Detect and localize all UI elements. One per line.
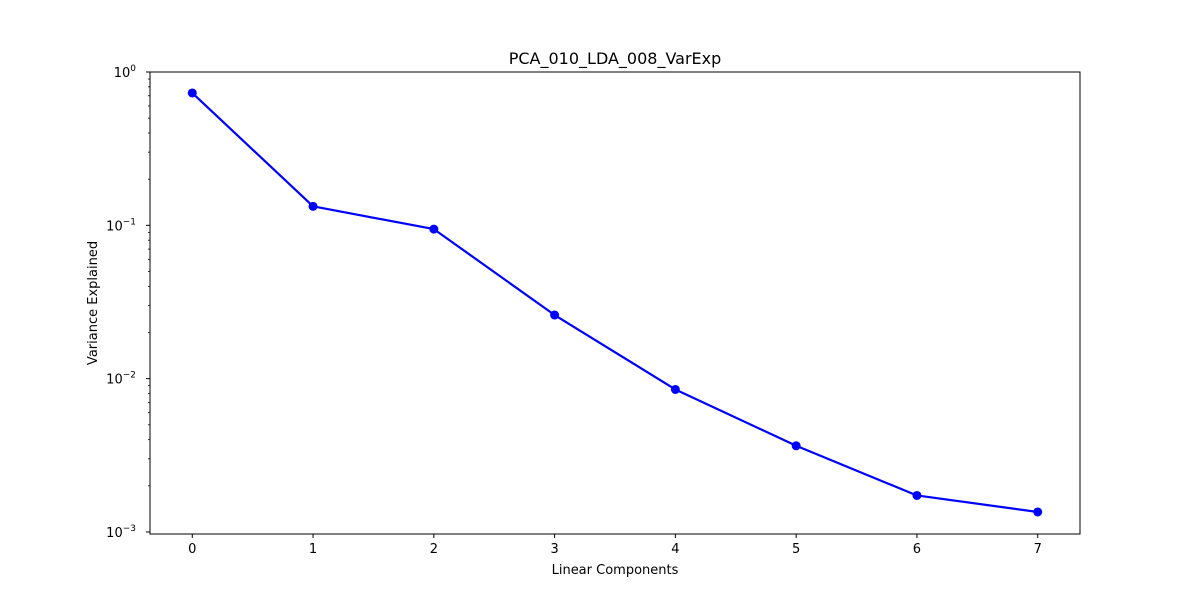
chart-title: PCA_010_LDA_008_VarExp xyxy=(509,49,722,69)
data-point xyxy=(912,490,922,500)
series-layer xyxy=(187,88,1043,517)
series-line xyxy=(191,92,1038,514)
data-point xyxy=(187,88,197,98)
x-axis-title: Linear Components xyxy=(552,563,679,578)
data-point xyxy=(308,201,318,211)
x-tick-label: 5 xyxy=(792,542,800,557)
data-point xyxy=(1033,507,1043,517)
y-tick-label: 10−2 xyxy=(106,371,136,388)
x-tick-label: 7 xyxy=(1034,542,1042,557)
plot-frame xyxy=(149,71,1081,535)
x-tick-label: 6 xyxy=(913,542,921,557)
y-tick-label: 10−3 xyxy=(106,524,136,541)
x-tick-label: 4 xyxy=(671,542,679,557)
x-tick-label: 1 xyxy=(309,542,317,557)
y-tick-label: 100 xyxy=(114,64,137,81)
x-tick-label: 3 xyxy=(550,542,558,557)
y-axis-title: Variance Explained xyxy=(86,241,101,365)
plot-area xyxy=(150,72,1080,534)
y-tick-label: 10−1 xyxy=(106,217,136,234)
data-point xyxy=(791,441,801,451)
x-axis: 0 1 2 3 4 5 6 7 xyxy=(188,534,1042,557)
x-tick-label: 2 xyxy=(430,542,438,557)
data-point xyxy=(429,224,439,234)
y-axis: 10−3 10−2 10−1 100 xyxy=(106,64,150,541)
data-point xyxy=(670,384,680,394)
data-point xyxy=(550,310,560,320)
x-tick-label: 0 xyxy=(188,542,196,557)
